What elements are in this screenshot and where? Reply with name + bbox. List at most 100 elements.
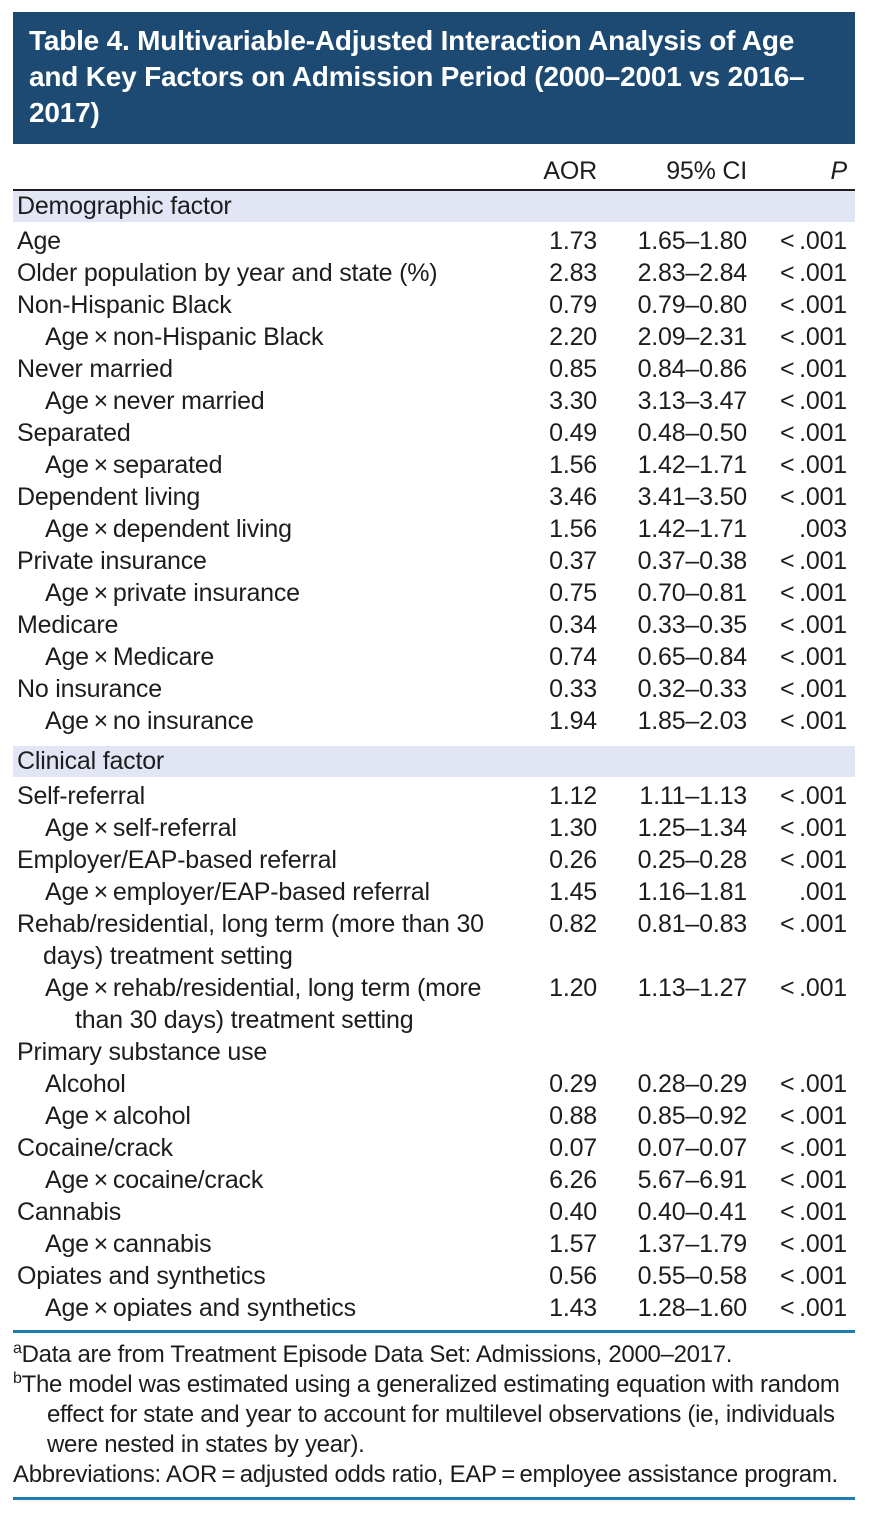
row-p-value: < .001 bbox=[779, 1230, 847, 1258]
row-label: Private insurance bbox=[17, 547, 207, 575]
row-label: No insurance bbox=[17, 675, 162, 703]
table-rows: Demographic factor Age 1.73 1.65–1.80 < .001… bbox=[13, 191, 855, 1324]
row-label: Dependent living bbox=[17, 483, 201, 511]
footnote-marker: b bbox=[13, 1370, 22, 1387]
footnote-marker: a bbox=[13, 1340, 22, 1357]
row-ci-value: 1.28–1.60 bbox=[637, 1294, 748, 1322]
row-aor-value: 0.88 bbox=[549, 1102, 597, 1130]
row-aor-value: 0.74 bbox=[549, 643, 597, 671]
table-row-private-insurance: Private insurance 0.37 0.37–0.38 < .001 bbox=[13, 545, 855, 577]
row-aor-value: 1.43 bbox=[549, 1294, 597, 1322]
row-aor-value: 0.33 bbox=[549, 675, 597, 703]
row-p-value: < .001 bbox=[779, 259, 847, 287]
row-p-value: < .001 bbox=[779, 910, 847, 938]
row-p-value: < .001 bbox=[779, 611, 847, 639]
row-aor-value: 0.49 bbox=[549, 419, 597, 447]
row-ci-value: 1.16–1.81 bbox=[637, 878, 748, 906]
table-row-age-employer-eap-based-referral: Age × employer/EAP-based referral 1.45 1.1… bbox=[13, 876, 855, 908]
row-aor-value: 0.26 bbox=[549, 846, 597, 874]
footnote-b: bThe model was estimated using a general… bbox=[13, 1370, 855, 1460]
footnotes: aData are from Treatment Episode Data Se… bbox=[13, 1333, 855, 1490]
table-title-banner: Table 4. Multivariable-Adjusted Interact… bbox=[13, 12, 855, 144]
table-row-age: Age 1.73 1.65–1.80 < .001 bbox=[13, 225, 855, 257]
table-row-employer-eap-based-referral: Employer/EAP-based referral 0.26 0.25–0.28… bbox=[13, 844, 855, 876]
row-ci-value: 5.67–6.91 bbox=[637, 1166, 748, 1194]
row-aor-value: 0.82 bbox=[549, 910, 597, 938]
row-ci-value: 3.41–3.50 bbox=[637, 483, 748, 511]
row-ci-value: 1.37–1.79 bbox=[637, 1230, 748, 1258]
footnote-text: The model was estimated using a generali… bbox=[21, 1371, 840, 1458]
row-ci-value: 0.65–0.84 bbox=[637, 643, 748, 671]
row-label: Age × self-referral bbox=[45, 814, 237, 842]
row-aor-value: 0.79 bbox=[549, 291, 597, 319]
figure-bottom-rule bbox=[13, 1497, 855, 1500]
row-label: Age × Medicare bbox=[45, 643, 215, 671]
table-row-self-referral: Self-referral 1.12 1.11–1.13 < .001 bbox=[13, 780, 855, 812]
row-aor-value: 1.30 bbox=[549, 814, 597, 842]
table-row-cannabis: Cannabis 0.40 0.40–0.41 < .001 bbox=[13, 1196, 855, 1228]
row-label: Primary substance use bbox=[17, 1038, 268, 1066]
header-rule bbox=[13, 189, 855, 191]
row-label: Age × opiates and synthetics bbox=[45, 1294, 356, 1322]
table-row-age-separated: Age × separated 1.56 1.42–1.71 < .001 bbox=[13, 449, 855, 481]
row-p-value: < .001 bbox=[779, 1166, 847, 1194]
row-ci-value: 0.85–0.92 bbox=[637, 1102, 748, 1130]
table-row-age-medicare: Age × Medicare 0.74 0.65–0.84 < .001 bbox=[13, 641, 855, 673]
column-header-p: P bbox=[830, 157, 848, 185]
row-aor-value: 0.75 bbox=[549, 579, 597, 607]
row-ci-value: 1.42–1.71 bbox=[637, 451, 748, 479]
row-aor-value: 2.83 bbox=[549, 259, 597, 287]
row-p-value: < .001 bbox=[779, 483, 847, 511]
row-label: Opiates and synthetics bbox=[17, 1262, 266, 1290]
row-ci-value: 2.83–2.84 bbox=[637, 259, 748, 287]
row-ci-value: 0.28–0.29 bbox=[637, 1070, 748, 1098]
row-label: Older population by year and state (%) bbox=[17, 259, 438, 287]
row-label: Age × private insurance bbox=[45, 579, 300, 607]
table-row-primary-substance-use: Primary substance use bbox=[13, 1036, 855, 1068]
table-row-opiates-and-synthetics: Opiates and synthetics 0.56 0.55–0.58 < .00… bbox=[13, 1260, 855, 1292]
row-label: Age × rehab/residential, long term (more… bbox=[45, 974, 482, 1034]
row-ci-value: 1.11–1.13 bbox=[639, 782, 747, 810]
row-aor-value: 1.45 bbox=[549, 878, 597, 906]
table-row-no-insurance: No insurance 0.33 0.32–0.33 < .001 bbox=[13, 673, 855, 705]
row-ci-value: 1.25–1.34 bbox=[637, 814, 748, 842]
table-row-alcohol: Alcohol 0.29 0.28–0.29 < .001 bbox=[13, 1068, 855, 1100]
row-aor-value: 1.12 bbox=[549, 782, 597, 810]
row-ci-value: 0.48–0.50 bbox=[637, 419, 748, 447]
row-ci-value: 0.79–0.80 bbox=[637, 291, 748, 319]
table-row-rehab-residential-long-term-more-than-30-days-treatment-setting: Rehab/residential, long term (more than … bbox=[13, 908, 855, 972]
row-ci-value: 0.32–0.33 bbox=[637, 675, 748, 703]
row-p-value: < .001 bbox=[779, 227, 847, 255]
row-p-value: < .001 bbox=[779, 643, 847, 671]
row-label: Age × non-Hispanic Black bbox=[45, 323, 324, 351]
row-ci-value: 0.81–0.83 bbox=[637, 910, 748, 938]
row-ci-value: 0.40–0.41 bbox=[637, 1198, 748, 1226]
row-aor-value: 0.85 bbox=[549, 355, 597, 383]
row-aor-value: 1.57 bbox=[549, 1230, 597, 1258]
row-aor-value: 3.30 bbox=[549, 387, 597, 415]
row-ci-value: 0.84–0.86 bbox=[637, 355, 748, 383]
row-p-value: < .001 bbox=[779, 1294, 847, 1322]
row-p-value: < .001 bbox=[779, 291, 847, 319]
row-p-value: < .001 bbox=[779, 323, 847, 351]
table-row-age-never-married: Age × never married 3.30 3.13–3.47 < .001 bbox=[13, 385, 855, 417]
row-label: Age × never married bbox=[45, 387, 265, 415]
row-aor-value: 1.20 bbox=[549, 974, 597, 1002]
row-label: Never married bbox=[17, 355, 173, 383]
footnote-text: Data are from Treatment Episode Data Set… bbox=[21, 1341, 733, 1368]
row-p-value: < .001 bbox=[779, 451, 847, 479]
table-bottom-rule bbox=[13, 1330, 855, 1333]
row-label: Age × alcohol bbox=[45, 1102, 191, 1130]
row-p-value: < .001 bbox=[779, 974, 847, 1002]
row-ci-value: 1.42–1.71 bbox=[637, 515, 748, 543]
table-row-age-dependent-living: Age × dependent living 1.56 1.42–1.71 .003 bbox=[13, 513, 855, 545]
row-aor-value: 1.56 bbox=[549, 515, 597, 543]
footnote-abbreviations: Abbreviations: AOR = adjusted odds ratio… bbox=[13, 1460, 855, 1490]
table-row-separated: Separated 0.49 0.48–0.50 < .001 bbox=[13, 417, 855, 449]
row-p-value: .003 bbox=[799, 515, 847, 543]
table-row-never-married: Never married 0.85 0.84–0.86 < .001 bbox=[13, 353, 855, 385]
table-row-non-hispanic-black: Non-Hispanic Black 0.79 0.79–0.80 < .001 bbox=[13, 289, 855, 321]
table-row-age-private-insurance: Age × private insurance 0.75 0.70–0.81 < .0… bbox=[13, 577, 855, 609]
row-label: Age × cannabis bbox=[45, 1230, 212, 1258]
